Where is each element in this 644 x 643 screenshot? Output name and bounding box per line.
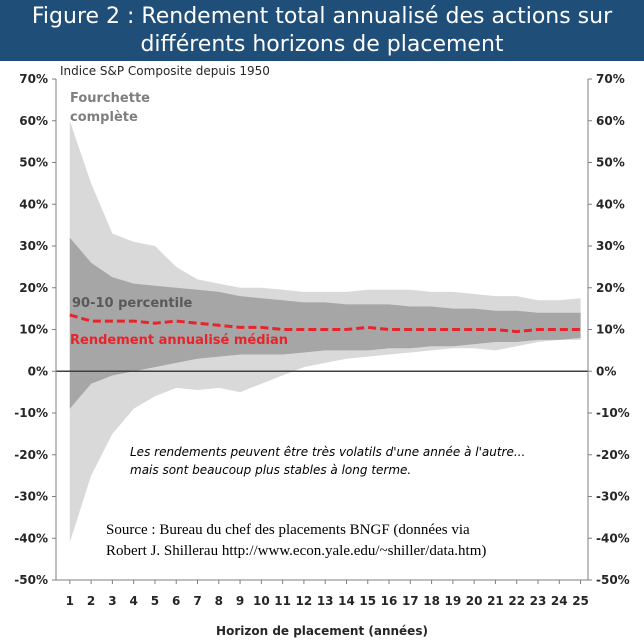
y-tick-label-right: 40% [596, 197, 625, 211]
x-tick-label: 2 [87, 594, 95, 608]
chart: -50% -50% -40% -40% -30% -30% -20% -20% -10% -10%… [14, 64, 629, 638]
y-tick-label-left: 30% [19, 239, 48, 253]
y-tick-label-left: -30% [14, 490, 48, 504]
y-tick-label-right: -10% [596, 406, 630, 420]
y-tick-label-right: 50% [596, 156, 625, 170]
x-tick-label: 20 [466, 594, 483, 608]
y-tick-label-right: -40% [596, 531, 630, 545]
chart-labels: Indice S&P Composite depuis 1950 Fourchet… [60, 64, 525, 477]
x-tick-label: 6 [172, 594, 180, 608]
source-line-1: Source : Bureau du chef des placements B… [106, 522, 470, 538]
y-tick-label-left: 60% [19, 114, 48, 128]
x-tick-label: 25 [572, 594, 589, 608]
x-tick-label: 23 [530, 594, 547, 608]
y-tick-label-left: -50% [14, 573, 48, 587]
x-tick-label: 18 [423, 594, 440, 608]
y-tick-label-right: 30% [596, 239, 625, 253]
x-tick-label: 8 [215, 594, 223, 608]
full-range-label-line-2: complète [70, 110, 138, 125]
y-tick-label-right: 0% [596, 364, 616, 378]
y-tick-label-right: 70% [596, 72, 625, 86]
x-tick-label: 13 [317, 594, 334, 608]
chart-axes: -50% -50% -40% -40% -30% -30% -20% -20% -10% -10%… [14, 72, 629, 638]
y-tick-label-left: -20% [14, 448, 48, 462]
percentile-label: 90-10 percentile [72, 296, 193, 311]
chart-lines [56, 313, 588, 372]
y-tick-label-right: 20% [596, 281, 625, 295]
x-tick-label: 17 [402, 594, 419, 608]
y-tick-label-left: 20% [19, 281, 48, 295]
y-tick-label-left: -40% [14, 531, 48, 545]
x-axis-title: Horizon de placement (années) [216, 624, 428, 638]
x-tick-label: 24 [551, 594, 568, 608]
chart-subtitle: Indice S&P Composite depuis 1950 [60, 64, 270, 78]
y-tick-label-left: 70% [19, 72, 48, 86]
x-tick-label: 16 [381, 594, 398, 608]
volatility-note-line-1: Les rendements peuvent être très volatil… [130, 445, 525, 459]
x-tick-label: 5 [151, 594, 159, 608]
x-tick-label: 12 [296, 594, 313, 608]
source-line-2: Robert J. Shillerau http://www.econ.yale… [106, 543, 487, 559]
figure-title-line-2: différents horizons de placement [140, 32, 504, 57]
percentile-band [69, 237, 581, 409]
x-tick-label: 4 [129, 594, 137, 608]
x-tick-label: 11 [274, 594, 291, 608]
x-tick-label: 19 [445, 594, 462, 608]
y-tick-label-right: -30% [596, 490, 630, 504]
x-tick-label: 1 [66, 594, 74, 608]
y-tick-label-right: 10% [596, 323, 625, 337]
y-tick-label-right: 60% [596, 114, 625, 128]
x-tick-label: 3 [108, 594, 116, 608]
x-tick-label: 22 [508, 594, 525, 608]
x-tick-label: 10 [253, 594, 270, 608]
full-range-label-line-1: Fourchette [70, 91, 150, 106]
y-tick-label-right: -20% [596, 448, 630, 462]
x-tick-label: 15 [359, 594, 376, 608]
figure-title: Figure 2 : Rendement total annualisé des… [0, 0, 644, 61]
y-tick-label-right: -50% [596, 573, 630, 587]
y-tick-label-left: -10% [14, 406, 48, 420]
median-label: Rendement annualisé médian [70, 333, 288, 348]
volatility-note-line-2: mais sont beaucoup plus stables à long t… [130, 463, 411, 477]
x-tick-label: 7 [193, 594, 201, 608]
x-tick-label: 21 [487, 594, 504, 608]
y-tick-label-left: 50% [19, 156, 48, 170]
chart-bands [69, 120, 581, 543]
x-tick-label: 14 [338, 594, 355, 608]
figure-title-line-1: Figure 2 : Rendement total annualisé des… [31, 4, 613, 29]
y-tick-label-left: 40% [19, 197, 48, 211]
x-tick-label: 9 [236, 594, 244, 608]
y-tick-label-left: 10% [19, 323, 48, 337]
source-note: Source : Bureau du chef des placements B… [106, 520, 606, 562]
median-line [69, 313, 581, 334]
y-tick-label-left: 0% [28, 364, 48, 378]
